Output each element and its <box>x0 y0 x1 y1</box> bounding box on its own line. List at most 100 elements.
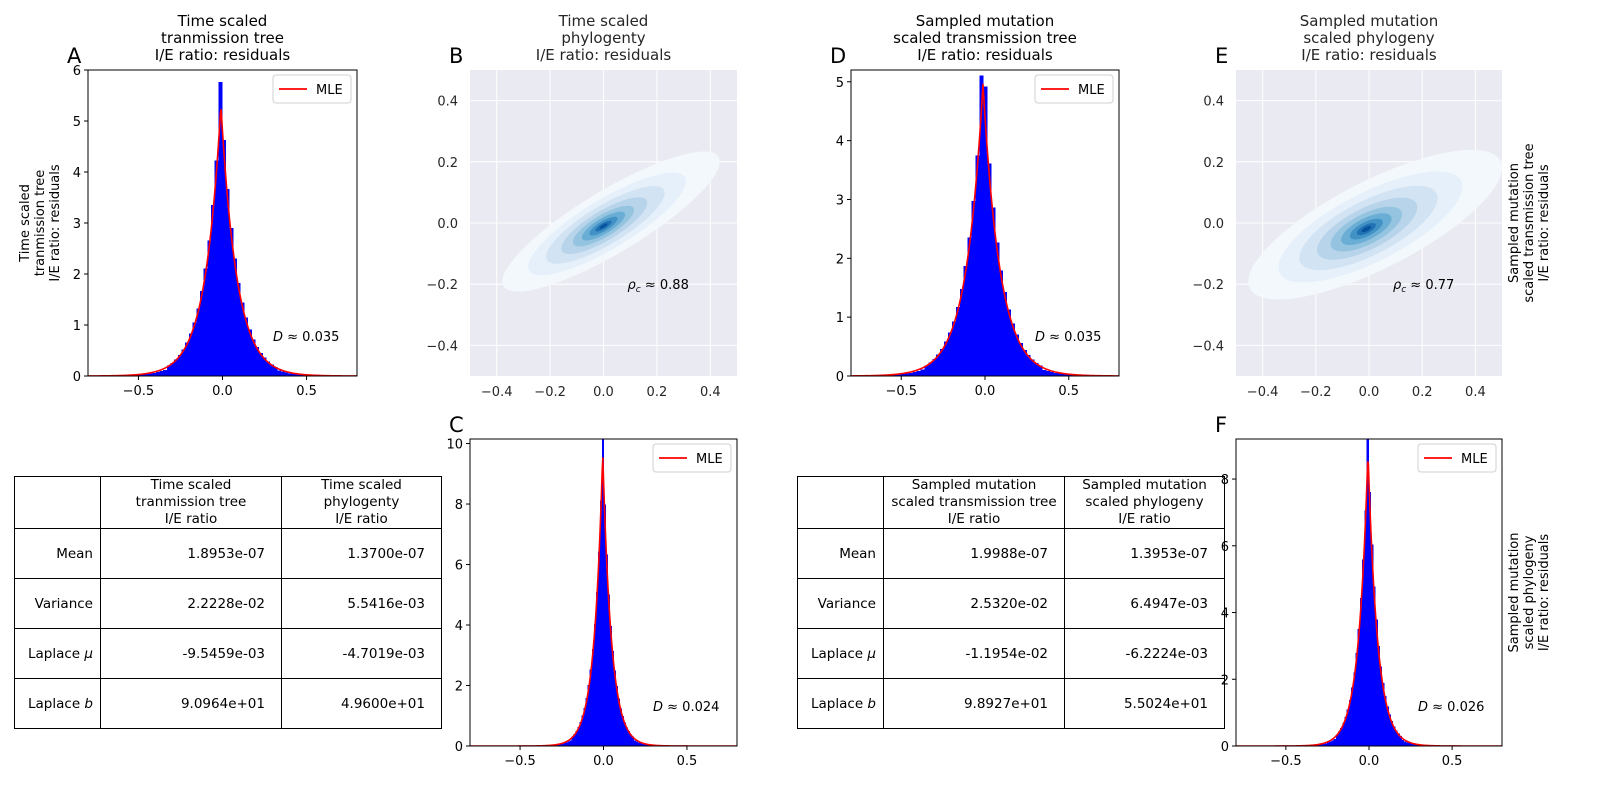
chart-panel-d: −0.5 0.0 0.5 0 1 2 3 4 5 MLE D ≈ 0.035 Sampled muta… <box>830 12 1120 399</box>
x-tick-label: 0.5 <box>677 754 698 769</box>
histogram-bar <box>607 594 611 746</box>
histogram-bar <box>284 372 289 376</box>
x-tick-label: 0.0 <box>593 754 614 769</box>
table-header-row: Sampled mutation scaled transmission tree… <box>797 476 1225 529</box>
histogram-bar <box>1002 292 1008 376</box>
histogram-bar <box>948 332 953 376</box>
y-tick-label: 4 <box>455 619 463 634</box>
x-tick-label: 0.0 <box>1359 385 1380 400</box>
histogram-bar <box>1026 355 1031 376</box>
histogram-bar <box>218 82 223 376</box>
table-cell: 1.8953e-07 <box>100 528 282 579</box>
histogram-bar <box>605 554 609 746</box>
histogram-bar <box>1366 439 1370 746</box>
histogram-bar <box>599 500 603 746</box>
plot-area <box>470 439 737 746</box>
histogram-bar <box>166 365 171 376</box>
histogram-bar <box>563 743 566 746</box>
y-tick-label: 0 <box>455 740 463 755</box>
legend-label: MLE <box>316 83 343 98</box>
table-header-cell: Sampled mutation scaled phylogeny I/E rati… <box>1064 476 1225 529</box>
histogram-bar <box>983 86 988 376</box>
histogram-bar <box>1329 741 1332 746</box>
histogram-bar <box>148 373 153 376</box>
histogram-bar <box>1406 742 1409 746</box>
histogram-bar <box>621 716 625 746</box>
y-axis-label-line: Sampled mutation <box>1507 163 1522 283</box>
histogram-bar <box>625 727 629 746</box>
x-tick-label: 0.4 <box>1465 385 1486 400</box>
y-tick-label: 0.2 <box>437 156 458 171</box>
legend-label: MLE <box>696 452 723 467</box>
table-cell: 1.9988e-07 <box>883 528 1065 579</box>
histogram-bar <box>1390 721 1394 746</box>
table-cell: 1.3700e-07 <box>281 528 442 579</box>
y-tick-label: 0.4 <box>437 95 458 110</box>
histogram-bar <box>144 374 149 376</box>
histogram-bar <box>199 290 204 376</box>
histogram-bar <box>1408 743 1411 746</box>
x-tick-label: 0.5 <box>296 384 317 399</box>
histogram-bar <box>1335 734 1339 746</box>
y-tick-label: 3 <box>836 193 844 208</box>
x-tick-label: 0.5 <box>1058 384 1079 399</box>
x-tick-label: −0.5 <box>885 384 917 399</box>
histogram-bar <box>987 163 992 376</box>
row-label: Mean <box>797 528 884 579</box>
legend-box <box>1417 443 1497 473</box>
histogram-bar <box>967 237 972 376</box>
histogram-bar <box>579 722 583 746</box>
histogram-bar <box>595 591 599 746</box>
y-tick-label: 0.4 <box>1203 95 1224 110</box>
y-tick-label: 0 <box>836 370 844 385</box>
table-cell: -4.7019e-03 <box>281 628 442 679</box>
table-cell: 9.0964e+01 <box>100 678 282 729</box>
histogram-bar <box>617 698 621 746</box>
histogram-bar <box>641 743 645 746</box>
y-tick-label: 3 <box>73 217 81 232</box>
histogram-bar <box>1368 492 1372 746</box>
histogram-bar <box>273 366 278 376</box>
table-cell: 5.5024e+01 <box>1064 678 1225 729</box>
histogram-bar <box>593 623 597 746</box>
table-row: Mean 1.8953e-07 1.3700e-07 <box>14 528 442 579</box>
histogram-bar <box>1375 619 1378 746</box>
histogram-bar <box>1412 744 1416 746</box>
table-cell: -1.1954e-02 <box>883 628 1065 679</box>
panel-label: A <box>67 44 82 68</box>
summary-table-sampled-mutation: Sampled mutation scaled transmission tree… <box>797 476 1225 729</box>
histogram-bar <box>1401 740 1405 746</box>
histogram-bar <box>1034 362 1039 376</box>
table-header-cell: Time scaled tranmission tree I/E ratio <box>100 476 282 529</box>
histogram-bar <box>1379 666 1383 746</box>
histogram-bar <box>643 744 647 746</box>
mle-curve <box>88 109 357 376</box>
histogram-bar <box>1061 374 1066 376</box>
histogram-bar <box>1326 742 1330 746</box>
histogram-bar <box>1010 323 1015 376</box>
histogram-bar <box>613 670 617 746</box>
histogram-bar <box>225 189 230 376</box>
histogram-bar <box>1065 374 1070 376</box>
table-cell: -9.5459e-03 <box>100 628 282 679</box>
kde-contours <box>502 151 720 292</box>
histogram-bar <box>589 669 593 746</box>
table-row: Mean 1.9988e-07 1.3953e-07 <box>797 528 1225 579</box>
histogram-bar <box>932 358 937 376</box>
histogram-bar <box>1384 696 1387 746</box>
y-tick-label: 4 <box>1221 607 1229 622</box>
histogram-bar <box>975 155 980 376</box>
histogram-bar <box>645 744 649 746</box>
y-axis-label-line: Time scaled <box>18 184 33 263</box>
stat-annotation: ρc ≈ 0.77 <box>1393 278 1454 295</box>
histogram-bar <box>893 374 898 376</box>
histogram-bar <box>573 734 577 746</box>
histogram-bar <box>258 352 263 376</box>
y-tick-label: 2 <box>73 268 81 283</box>
table-cell: 9.8927e+01 <box>883 678 1065 729</box>
y-tick-label: 4 <box>836 135 844 150</box>
histogram-bar <box>1006 309 1012 376</box>
x-tick-label: −0.4 <box>481 385 513 400</box>
histogram-bar <box>240 302 245 376</box>
histogram-bar <box>587 685 591 746</box>
